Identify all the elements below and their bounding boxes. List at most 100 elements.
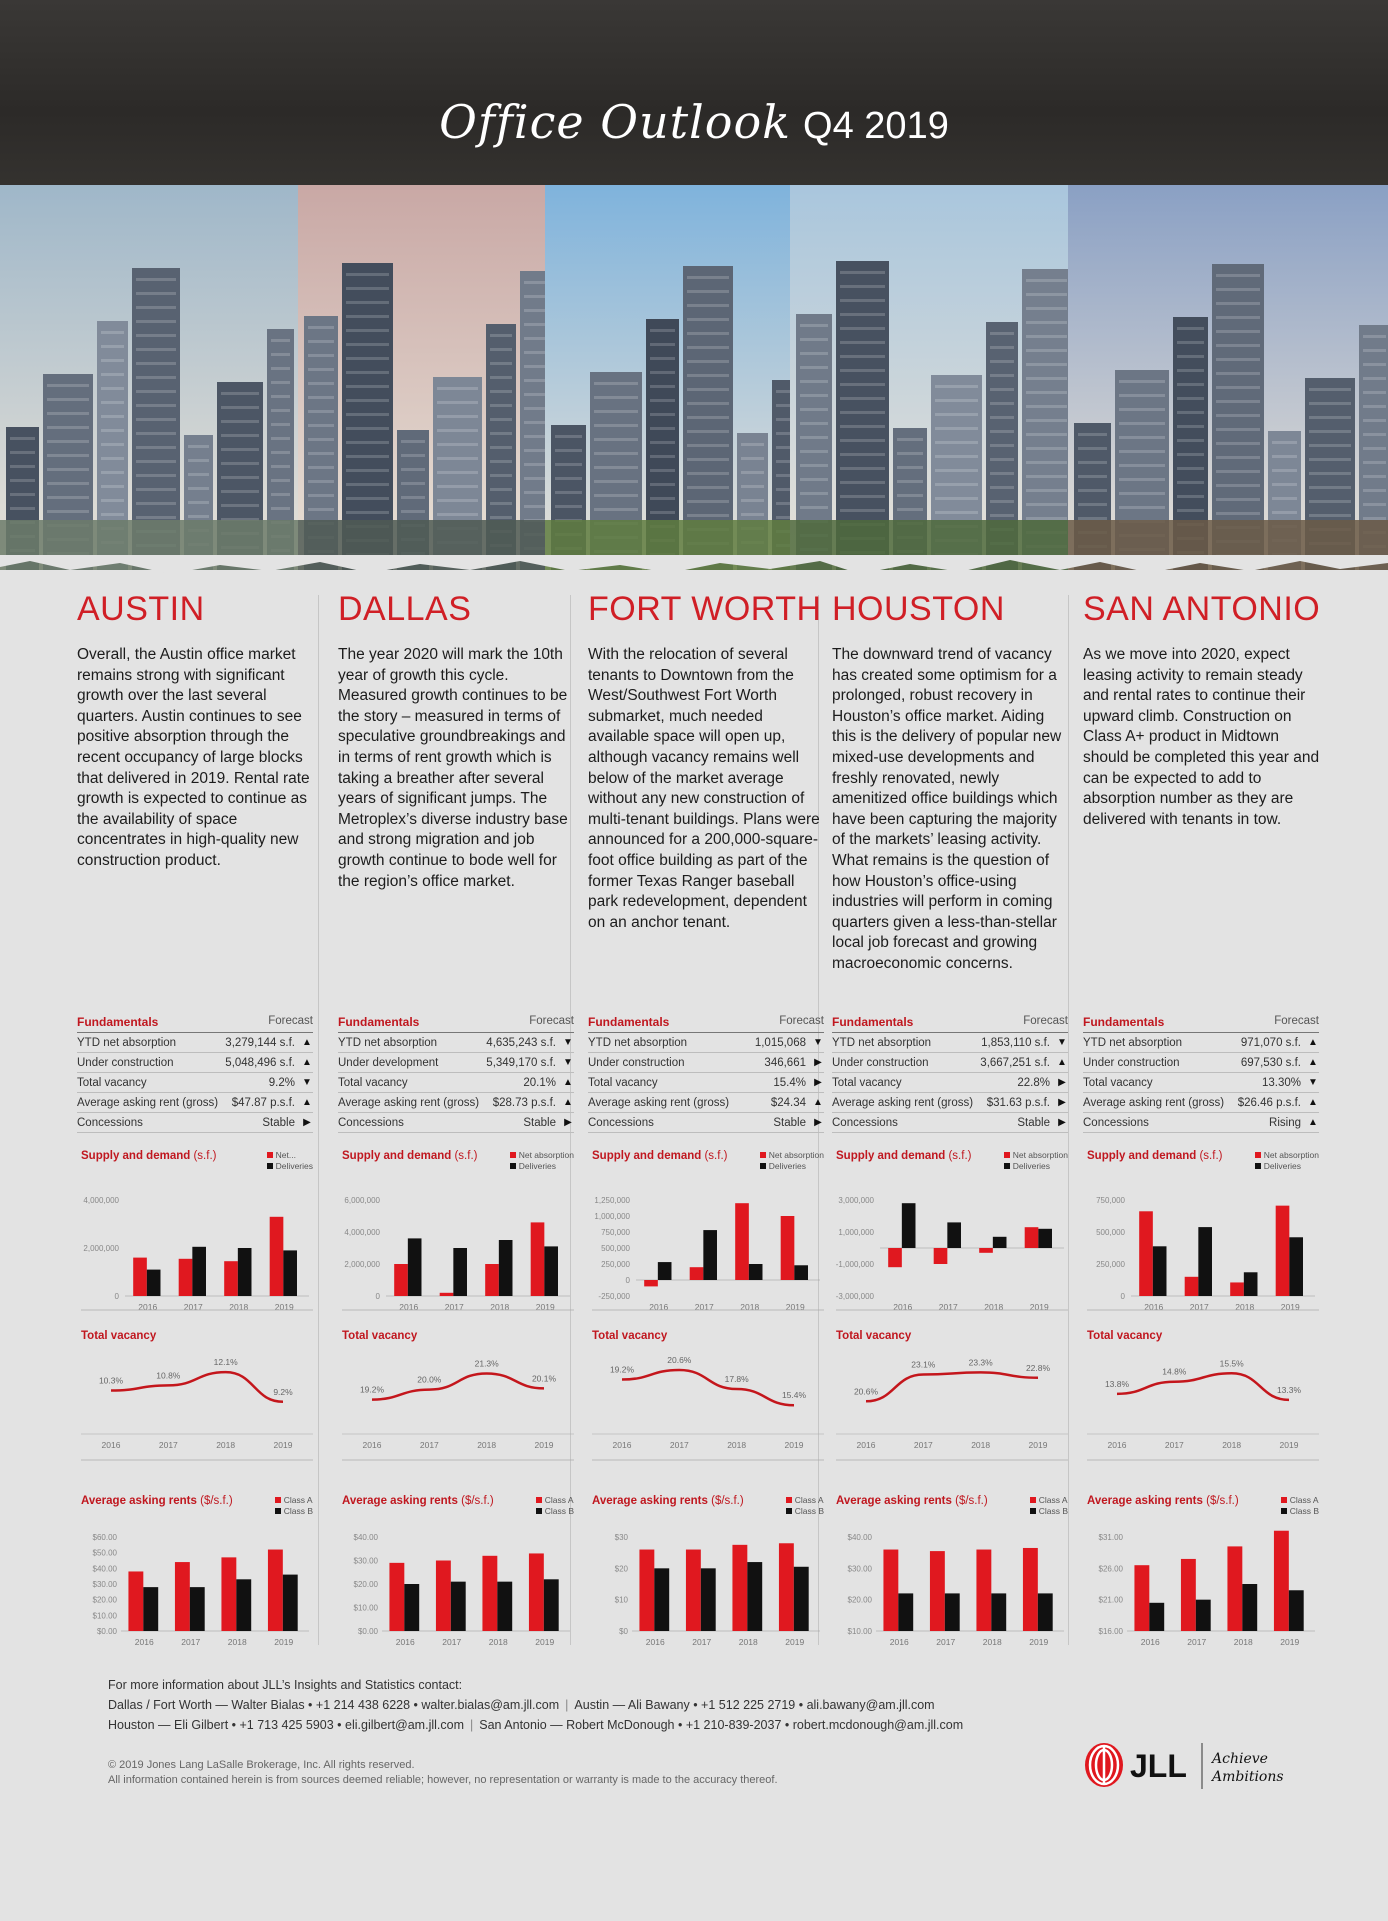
fundamentals-row: Average asking rent (gross) $24.34 ▲ <box>588 1093 824 1113</box>
y-tick-label: 500,000 <box>1096 1228 1125 1237</box>
metric-value: 1,015,068 <box>754 1036 806 1049</box>
metric-value: Stable <box>773 1116 806 1129</box>
chart-title-text: Supply and demand <box>342 1150 452 1162</box>
market-narrative: The year 2020 will mark the 10th year of… <box>338 646 568 890</box>
net-absorption-bar <box>780 1216 795 1280</box>
metric-value-group: 697,530 s.f. ▲ <box>1241 1057 1319 1069</box>
deliveries-bar <box>237 1248 252 1296</box>
chart-legend: Class A Class B <box>785 1495 824 1517</box>
logo-tagline-1: Achieve <box>1210 1751 1268 1767</box>
chart-legend: Class A Class B <box>1029 1495 1068 1517</box>
metric-value: 13.30% <box>1261 1076 1301 1089</box>
metric-value: 4,635,243 s.f. <box>486 1036 556 1049</box>
fundamentals-title: Fundamentals <box>77 1015 159 1029</box>
legend-item: Deliveries <box>1003 1161 1068 1172</box>
metric-value-group: $31.63 p.s.f. ▶ <box>987 1097 1068 1109</box>
chart-legend: Net absorption Deliveries <box>1254 1150 1319 1172</box>
data-label: 20.1% <box>532 1373 557 1383</box>
vacancy-line <box>621 1368 795 1407</box>
forecast-trend-icon: ▲ <box>563 1097 573 1108</box>
x-tick-label: 2019 <box>785 1440 804 1450</box>
x-tick-label: 2019 <box>786 1302 805 1312</box>
vacancy-line <box>110 1370 284 1404</box>
legend-label: Deliveries <box>275 1161 313 1171</box>
x-tick-label: 2016 <box>1141 1637 1160 1647</box>
forecast-trend-icon: ▶ <box>814 1077 822 1088</box>
legend-label: Net absorption <box>768 1150 824 1160</box>
x-tick-label: 2019 <box>1280 1440 1299 1450</box>
y-tick-label: $30.00 <box>354 1557 379 1566</box>
chart-title-text: Average asking rents <box>836 1495 952 1507</box>
fundamentals-row: Total vacancy 20.1% ▲ <box>338 1073 574 1093</box>
class-a-bar <box>435 1560 451 1631</box>
legend-item: Class A <box>1280 1495 1319 1506</box>
legend-swatch <box>509 1152 516 1158</box>
x-tick-label: 2019 <box>1029 1637 1048 1647</box>
fundamentals-header: Fundamentals Forecast <box>1083 1015 1319 1033</box>
data-label: 12.1% <box>214 1357 239 1367</box>
x-tick-label: 2018 <box>740 1302 759 1312</box>
average-asking-rents-chart: Average asking rents ($/s.f.) Class A Clas… <box>1087 1495 1323 1657</box>
net-absorption-bar <box>269 1216 284 1296</box>
y-tick-label: 0 <box>626 1276 631 1285</box>
class-b-bar <box>189 1587 205 1631</box>
x-tick-label: 2016 <box>646 1637 665 1647</box>
total-vacancy-chart: Total vacancy 10.3% 2016 10.8% 2017 12.1% 2018… <box>81 1330 317 1462</box>
class-a-bar <box>1273 1530 1289 1631</box>
legend-swatch <box>1280 1508 1287 1514</box>
legend-swatch <box>1029 1497 1036 1503</box>
metric-value: 22.8% <box>1017 1076 1050 1089</box>
x-tick-label: 2019 <box>535 1440 554 1450</box>
market-column-dallas: DALLAS The year 2020 will mark the 10th y… <box>338 585 578 892</box>
market-narrative: As we move into 2020, expect leasing act… <box>1083 646 1320 828</box>
metric-value: Stable <box>1017 1116 1050 1129</box>
y-tick-label: $10 <box>615 1596 629 1605</box>
fundamentals-row: Average asking rent (gross) $28.73 p.s.f.… <box>338 1093 574 1113</box>
fundamentals-row: Concessions Rising ▲ <box>1083 1113 1319 1133</box>
y-tick-label: 1,250,000 <box>594 1196 630 1205</box>
chart-title-text: Supply and demand <box>1087 1150 1197 1162</box>
metric-label: Under construction <box>588 1056 685 1069</box>
column-divider <box>318 595 319 1645</box>
fundamentals-row: Under construction 697,530 s.f. ▲ <box>1083 1053 1319 1073</box>
x-tick-label: 2019 <box>1029 1440 1048 1450</box>
y-tick-label: 2,000,000 <box>344 1260 380 1269</box>
metric-label: Total vacancy <box>588 1076 658 1089</box>
class-b-bar <box>404 1584 420 1631</box>
fundamentals-title: Fundamentals <box>588 1015 670 1029</box>
chart-title: Average asking rents ($/s.f.) <box>836 1495 1072 1507</box>
legend-swatch <box>759 1163 766 1169</box>
metric-label: YTD net absorption <box>832 1036 932 1049</box>
metric-label: Under construction <box>1083 1056 1180 1069</box>
x-tick-label: 2018 <box>971 1440 990 1450</box>
y-tick-label: 250,000 <box>601 1260 630 1269</box>
y-tick-label: $40.00 <box>354 1533 379 1542</box>
class-a-bar <box>1134 1565 1150 1631</box>
copyright: © 2019 Jones Lang LaSalle Brokerage, Inc… <box>108 1759 415 1771</box>
x-tick-label: 2017 <box>914 1440 933 1450</box>
legend-label: Class B <box>283 1506 313 1516</box>
deliveries-bar <box>992 1236 1007 1248</box>
legend-item: Class A <box>785 1495 824 1506</box>
class-a-bar <box>976 1549 992 1631</box>
contact-footer: For more information about JLL’s Insight… <box>108 1675 1108 1735</box>
deliveries-bar <box>901 1203 916 1248</box>
legend-swatch <box>266 1163 273 1169</box>
city-heading: HOUSTON <box>832 590 1005 628</box>
legend-item: Class A <box>1029 1495 1068 1506</box>
metric-label: YTD net absorption <box>1083 1036 1183 1049</box>
fundamentals-row: Total vacancy 9.2% ▼ <box>77 1073 313 1093</box>
x-tick-label: 2017 <box>695 1302 714 1312</box>
x-tick-label: 2018 <box>1235 1302 1254 1312</box>
forecast-trend-icon: ▼ <box>563 1057 573 1068</box>
legend-item: Deliveries <box>266 1161 313 1172</box>
data-label: 20.6% <box>667 1355 692 1365</box>
metric-value: 3,279,144 s.f. <box>225 1036 295 1049</box>
metric-value-group: $26.46 p.s.f. ▲ <box>1238 1097 1319 1109</box>
supply-demand-chart: Supply and demand (s.f.) Net absorption De… <box>592 1150 828 1312</box>
net-absorption-bar <box>1139 1211 1153 1296</box>
legend-swatch <box>785 1497 792 1503</box>
y-tick-label: $30.00 <box>93 1580 118 1589</box>
y-tick-label: $0.00 <box>97 1627 118 1636</box>
legend-swatch <box>785 1508 792 1514</box>
